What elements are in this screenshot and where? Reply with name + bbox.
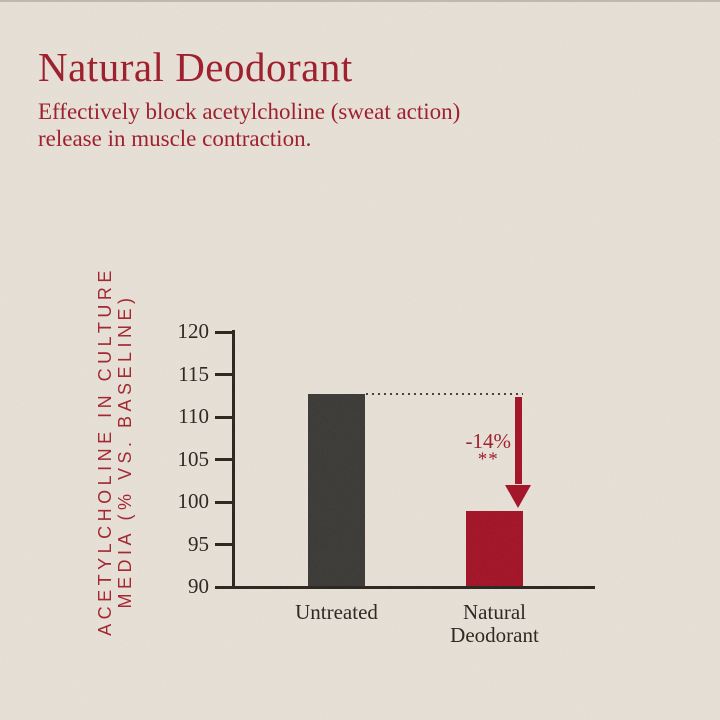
subtitle-line-1: Effectively block acetylcholine (sweat a… [38,99,461,124]
y-axis-label: ACETYLCHOLINE IN CULTURE MEDIA (% VS. BA… [95,231,136,671]
y-tick-label: 90 [188,574,209,598]
y-tick-mark [215,415,235,419]
category-label-untreated: Untreated [295,600,378,624]
y-tick-label: 95 [188,531,209,556]
significance-asterisks: ** [477,449,499,470]
decrease-annotation: -14% ** [466,430,512,470]
y-axis-label-line-2: MEDIA (% VS. BASELINE) [114,293,135,609]
y-tick-mark [215,330,235,334]
y-tick-mark [215,543,235,546]
decrease-arrow-shaft [515,397,522,485]
y-tick-mark [215,500,235,504]
y-tick-mark [215,585,235,589]
y-tick-label: 115 [178,361,209,386]
bar-natural-deodorant [466,510,523,586]
subtitle-line-2: release in muscle contraction. [38,126,312,151]
y-tick-mark [215,373,235,376]
page-subtitle: Effectively block acetylcholine (sweat a… [38,98,460,152]
y-axis-label-line-1: ACETYLCHOLINE IN CULTURE [95,266,115,636]
y-tick-label: 120 [177,319,210,343]
y-tick-label: 110 [178,404,209,428]
baseline-dotted-connector [366,393,523,396]
decrease-arrow-head-icon [505,484,531,508]
bar-untreated [308,394,365,586]
page-title: Natural Deodorant [38,44,353,90]
y-tick-label: 100 [177,489,210,513]
y-tick-label: 105 [177,446,210,471]
category-label-natural-deodorant: Natural Deodorant [450,600,539,647]
y-tick-mark [215,458,235,461]
x-axis-line [232,586,595,589]
page-top-edge [0,0,720,2]
